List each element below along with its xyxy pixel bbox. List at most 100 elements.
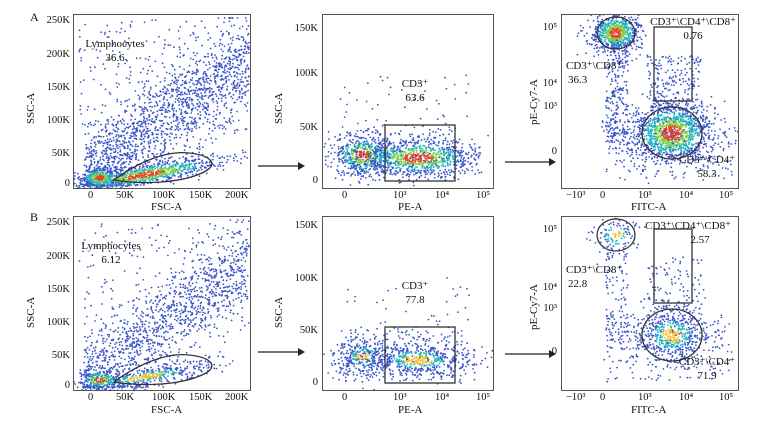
event-dot	[369, 136, 372, 139]
event-dot	[203, 87, 206, 89]
event-dot	[146, 96, 149, 99]
event-dot	[191, 165, 194, 168]
event-dot	[455, 164, 458, 167]
event-dot	[450, 169, 453, 172]
event-dot	[93, 158, 95, 161]
event-dot	[142, 165, 145, 168]
event-dot	[391, 148, 394, 151]
event-dot	[143, 179, 145, 182]
ytick: 100K	[46, 115, 70, 126]
event-dot	[135, 127, 137, 130]
event-dot	[168, 116, 171, 119]
event-dot	[185, 20, 188, 23]
event-dot	[235, 155, 238, 158]
event-dot	[416, 166, 419, 169]
event-dot	[160, 134, 163, 136]
event-dot	[164, 132, 166, 135]
event-dot	[211, 141, 214, 144]
event-dot	[153, 165, 156, 168]
event-dot	[411, 168, 414, 171]
event-dot	[153, 177, 156, 180]
xtick: 50K	[116, 190, 135, 201]
event-dot	[378, 158, 381, 161]
event-dot	[149, 105, 151, 108]
event-dot	[147, 140, 150, 143]
event-dot	[195, 94, 197, 97]
event-dot	[134, 118, 137, 121]
event-dot	[126, 151, 129, 154]
event-dot	[123, 140, 126, 143]
event-dot	[177, 176, 180, 178]
event-dot	[418, 163, 421, 166]
event-dot	[434, 156, 437, 159]
event-dot	[162, 172, 164, 175]
event-dot	[392, 166, 394, 169]
event-dot	[414, 143, 417, 145]
event-dot	[128, 126, 130, 129]
event-dot	[236, 59, 239, 62]
event-dot	[346, 150, 349, 153]
event-dot	[346, 159, 349, 162]
event-dot	[379, 133, 382, 135]
event-dot	[149, 129, 151, 132]
event-dot	[463, 156, 465, 159]
event-dot	[193, 118, 195, 121]
event-dot	[90, 139, 93, 142]
event-dot	[390, 150, 393, 153]
event-dot	[233, 159, 235, 162]
event-dot	[78, 50, 81, 53]
event-dot	[112, 136, 115, 139]
event-dot	[120, 103, 122, 106]
event-dot	[89, 66, 92, 69]
event-dot	[438, 153, 441, 156]
event-dot	[344, 154, 346, 157]
event-dot	[352, 154, 354, 156]
event-dot	[85, 147, 88, 150]
event-dot	[399, 142, 401, 145]
event-dot	[97, 131, 100, 133]
event-dot	[122, 145, 125, 148]
event-dot	[116, 144, 119, 147]
event-dot	[204, 166, 206, 169]
event-dot	[205, 80, 208, 82]
event-dot	[129, 71, 132, 73]
event-dot	[199, 77, 202, 80]
event-dot	[206, 118, 209, 121]
event-dot	[94, 143, 97, 146]
event-dot	[186, 159, 188, 162]
event-dot	[233, 132, 236, 135]
event-dot	[413, 126, 416, 129]
event-dot	[389, 173, 391, 175]
event-dot	[369, 173, 372, 176]
event-dot	[462, 150, 464, 153]
event-dot	[106, 163, 109, 166]
event-dot	[173, 68, 176, 71]
event-dot	[157, 95, 159, 98]
event-dot	[191, 102, 193, 105]
event-dot	[208, 127, 211, 130]
event-dot	[115, 123, 118, 126]
event-dot	[595, 27, 597, 30]
xtick: 10³	[393, 190, 407, 201]
event-dot	[164, 166, 166, 168]
event-dot	[346, 131, 349, 134]
event-dot	[143, 140, 146, 143]
event-dot	[106, 180, 108, 183]
event-dot	[242, 38, 245, 40]
event-dot	[168, 157, 170, 160]
event-dot	[349, 167, 352, 170]
event-dot	[358, 182, 361, 184]
event-dot	[108, 91, 111, 94]
event-dot	[155, 102, 158, 104]
event-dot	[468, 143, 471, 146]
event-dot	[118, 157, 120, 160]
event-dot	[238, 64, 241, 67]
event-dot	[79, 81, 82, 83]
event-dot	[221, 155, 224, 158]
event-dot	[220, 97, 223, 100]
event-dot	[142, 148, 144, 151]
event-dot	[168, 92, 171, 95]
event-dot	[114, 158, 116, 161]
event-dot	[406, 144, 408, 147]
event-dot	[451, 145, 453, 148]
